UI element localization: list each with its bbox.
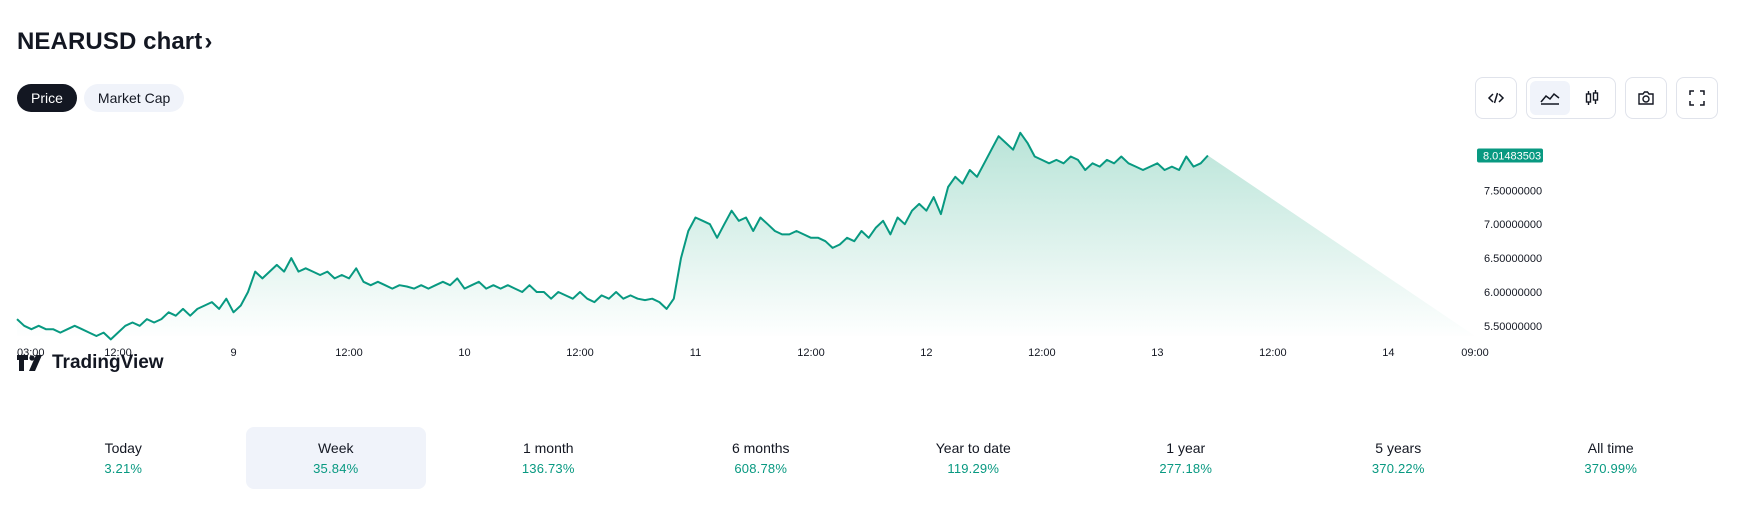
market-cap-button[interactable]: Market Cap <box>83 84 185 112</box>
period-change: 608.78% <box>734 461 788 476</box>
period-2[interactable]: 1 month 136.73% <box>458 427 639 489</box>
camera-icon <box>1638 91 1654 105</box>
chevron-right-icon: › <box>204 28 213 55</box>
period-label: 6 months <box>731 440 790 456</box>
page-title[interactable]: NEARUSD chart › <box>17 28 212 56</box>
last-price-label: 8.01483503 <box>1483 151 1541 163</box>
price-chart[interactable]: 5.50000000 6.00000000 6.50000000 7.00000000… <box>0 118 1743 393</box>
embed-button[interactable] <box>1475 77 1517 119</box>
period-0[interactable]: Today 3.21% <box>33 427 214 489</box>
period-change: 370.99% <box>1584 461 1638 476</box>
x-tick-label: 13 <box>1151 347 1163 359</box>
period-3[interactable]: 6 months 608.78% <box>671 427 852 489</box>
tradingview-logo[interactable]: TradingView <box>17 352 164 374</box>
x-tick-label: 09:00 <box>1461 347 1489 359</box>
candlestick-icon <box>1585 90 1599 105</box>
y-tick-label: 6.00000000 <box>1484 287 1542 299</box>
x-tick-label: 9 <box>230 347 236 359</box>
x-tick-label: 12:00 <box>335 347 363 359</box>
y-tick-label: 6.50000000 <box>1484 253 1542 265</box>
period-change: 35.84% <box>313 461 359 476</box>
x-tick-label: 12:00 <box>1028 347 1056 359</box>
price-line <box>16 131 1209 341</box>
tradingview-logo-icon <box>17 355 42 371</box>
period-label: All time <box>1587 440 1634 456</box>
chart-type-group <box>1526 77 1616 119</box>
period-change: 370.22% <box>1371 461 1425 476</box>
area-chart-button[interactable] <box>1530 81 1570 115</box>
y-tick-label: 7.50000000 <box>1484 185 1542 197</box>
fullscreen-button[interactable] <box>1676 77 1718 119</box>
x-tick-label: 12:00 <box>104 347 132 359</box>
period-1[interactable]: Week 35.84% <box>245 427 426 489</box>
y-tick-label: 5.50000000 <box>1484 321 1542 333</box>
chart-toolbar <box>1475 77 1718 119</box>
last-price-badge <box>1477 148 1543 163</box>
performance-periods: Today 3.21% Week 35.84% 1 month 136.73% 6 mont… <box>17 427 1717 489</box>
period-label: 5 years <box>1375 440 1422 456</box>
period-label: 1 month <box>522 440 574 456</box>
x-tick-label: 12 <box>920 347 932 359</box>
x-tick-label: 12:00 <box>797 347 825 359</box>
x-tick-label: 10 <box>458 347 470 359</box>
area-chart-icon <box>1540 92 1560 105</box>
candlestick-button[interactable] <box>1572 81 1612 115</box>
y-tick-label: 7.00000000 <box>1484 219 1542 231</box>
price-marketcap-toggle: Price Market Cap <box>17 84 185 112</box>
period-change: 277.18% <box>1159 461 1213 476</box>
fullscreen-icon <box>1689 90 1705 106</box>
period-change: 119.29% <box>947 461 1000 476</box>
period-6[interactable]: 5 years 370.22% <box>1308 427 1489 489</box>
price-area-fill <box>17 132 1475 340</box>
x-tick-label: 11 <box>690 347 701 359</box>
period-change: 136.73% <box>521 461 575 476</box>
period-label: Today <box>104 440 142 456</box>
x-tick-label: 12:00 <box>566 347 594 359</box>
code-icon <box>1487 92 1505 104</box>
period-label: Week <box>317 440 354 456</box>
x-tick-label: 14 <box>1382 347 1394 359</box>
price-button[interactable]: Price <box>17 84 77 112</box>
snapshot-button[interactable] <box>1625 77 1667 119</box>
page-title-text: NEARUSD chart <box>17 28 203 55</box>
period-4[interactable]: Year to date 119.29% <box>883 427 1064 489</box>
period-label: 1 year <box>1166 440 1206 456</box>
period-change: 3.21% <box>104 461 143 476</box>
period-label: Year to date <box>935 440 1011 456</box>
x-tick-label: 12:00 <box>1259 347 1287 359</box>
period-5[interactable]: 1 year 277.18% <box>1096 427 1277 489</box>
tradingview-logo-text: TradingView <box>52 352 164 373</box>
period-7[interactable]: All time 370.99% <box>1521 427 1702 489</box>
